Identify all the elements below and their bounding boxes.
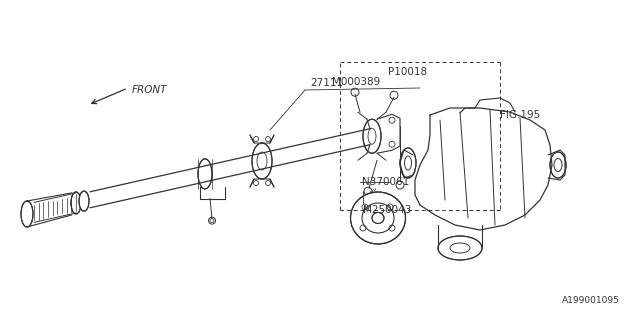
Ellipse shape xyxy=(438,236,482,260)
Ellipse shape xyxy=(550,152,566,178)
Text: 27111: 27111 xyxy=(310,78,343,88)
Ellipse shape xyxy=(252,143,272,179)
Text: M250043: M250043 xyxy=(363,205,412,215)
Ellipse shape xyxy=(21,201,33,227)
Text: M000389: M000389 xyxy=(332,77,380,87)
Text: N370061: N370061 xyxy=(362,177,409,187)
Ellipse shape xyxy=(372,212,384,223)
Ellipse shape xyxy=(210,219,214,223)
Text: A199001095: A199001095 xyxy=(562,296,620,305)
Text: P10018: P10018 xyxy=(388,67,427,77)
Text: FRONT: FRONT xyxy=(132,85,168,95)
Ellipse shape xyxy=(400,148,416,178)
Ellipse shape xyxy=(351,192,406,244)
Ellipse shape xyxy=(363,119,381,153)
Ellipse shape xyxy=(198,159,212,189)
Ellipse shape xyxy=(71,192,81,214)
Text: FIG.195: FIG.195 xyxy=(500,110,540,120)
Ellipse shape xyxy=(79,191,89,211)
